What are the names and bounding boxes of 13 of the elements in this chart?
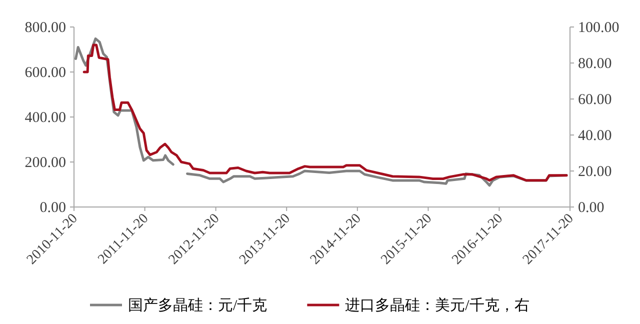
y2-tick-label: 60.00: [578, 92, 612, 108]
legend-label: 进口多晶硅：美元/千克，右: [345, 297, 530, 314]
y-tick-label: 800.00: [24, 20, 66, 36]
legend-label: 国产多晶硅：元/千克: [128, 297, 268, 314]
y-tick-label: 200.00: [24, 155, 66, 171]
y2-tick-label: 80.00: [578, 56, 612, 72]
y2-tick-label: 0.00: [578, 200, 604, 216]
y-tick-label: 600.00: [24, 65, 66, 81]
y2-tick-label: 100.00: [578, 20, 620, 36]
y-tick-label: 0.00: [40, 200, 66, 216]
y-tick-label: 400.00: [24, 110, 66, 126]
y2-tick-label: 20.00: [578, 164, 612, 180]
y2-tick-label: 40.00: [578, 128, 612, 144]
